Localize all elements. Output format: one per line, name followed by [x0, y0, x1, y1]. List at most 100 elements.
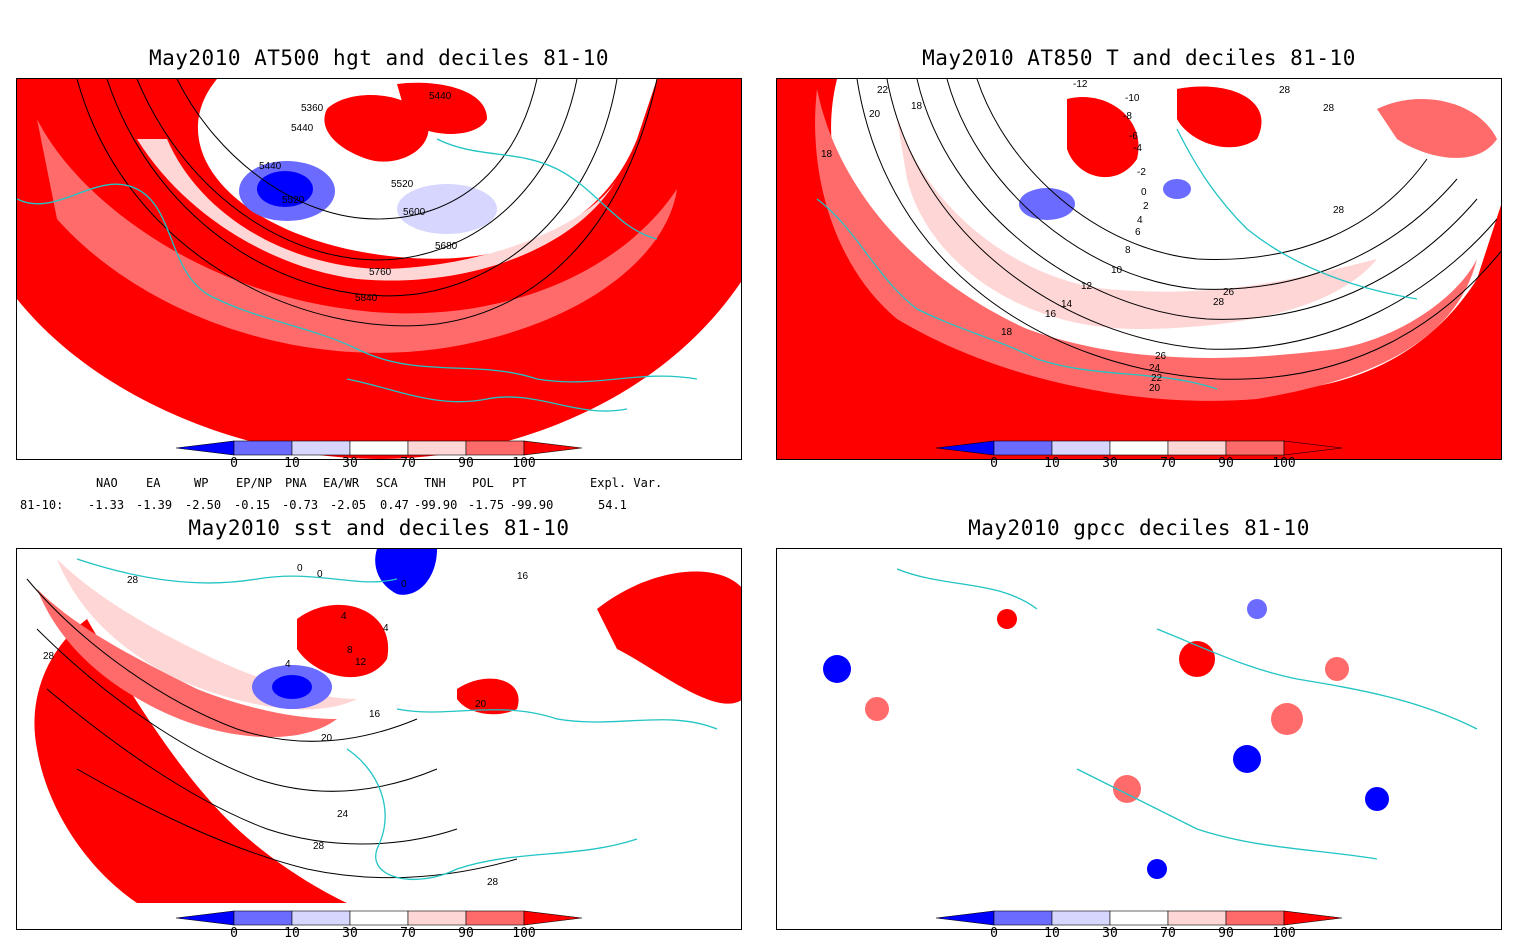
contour-label: 22 — [877, 85, 889, 96]
contour-label: 5440 — [291, 123, 314, 134]
colorbar-segment — [233, 440, 293, 456]
index-value: -2.05 — [330, 498, 367, 512]
contour-label: 5520 — [391, 179, 414, 190]
contour-label: 18 — [821, 149, 833, 160]
contour-label: 5840 — [355, 293, 378, 304]
contour-label: -4 — [1133, 143, 1142, 154]
colorbar-tick: 30 — [1102, 926, 1118, 941]
contour-label: 28 — [1323, 103, 1335, 114]
contour-label: 16 — [1045, 309, 1057, 320]
contour-label: 5600 — [403, 207, 426, 218]
coastlines — [816, 128, 1418, 390]
colorbar-tick: 30 — [342, 926, 358, 941]
contour-label: -6 — [1129, 131, 1138, 142]
index-name: Expl. Var. — [590, 476, 663, 490]
colorbar-tick: 10 — [284, 456, 300, 471]
contour-label: 22 — [1151, 373, 1163, 384]
index-value: 0.47 — [380, 498, 409, 512]
index-name: SCA — [376, 476, 398, 490]
contour-label: 0 — [401, 579, 407, 590]
colorbar-tick: 100 — [512, 926, 536, 941]
coastlines — [76, 558, 718, 881]
contour-label: 26 — [1155, 351, 1167, 362]
index-row-label: 81-10: — [20, 498, 64, 512]
colorbar-tick: 90 — [1218, 926, 1234, 941]
colorbar-tick: 0 — [990, 456, 998, 471]
index-value: -1.39 — [136, 498, 173, 512]
coastlines — [896, 568, 1478, 860]
contour-labels: 5360 5440 5440 5440 5520 5520 5600 5680 … — [259, 91, 458, 304]
colorbar-segment — [993, 910, 1053, 926]
contour-label: 20 — [321, 733, 333, 744]
contour-label: 18 — [911, 101, 923, 112]
map-panel-gpcc — [776, 548, 1502, 930]
colorbar-segment — [1051, 910, 1111, 926]
colorbar-t850: 0 10 30 70 90 100 — [932, 440, 1372, 480]
colorbar-segment — [993, 440, 1053, 456]
panel-title-gpcc: May2010 gpcc deciles 81-10 — [968, 516, 1310, 540]
colorbar-tick: 100 — [1272, 456, 1296, 471]
contour-label: 6 — [1135, 227, 1141, 238]
contour-label: 2 — [1143, 201, 1149, 212]
contour-label: 12 — [1081, 281, 1093, 292]
colorbar-tick: 100 — [1272, 926, 1296, 941]
colorbar-segment — [407, 440, 467, 456]
panel-title-hgt500: May2010 AT500 hgt and deciles 81-10 — [148, 46, 609, 70]
contour-label: 16 — [369, 709, 381, 720]
contour-label: 12 — [355, 657, 367, 668]
colorbar-tick: 90 — [1218, 456, 1234, 471]
decile-shading — [777, 79, 1501, 459]
colorbar-segment — [1167, 910, 1227, 926]
panel-title-sst: May2010 sst and deciles 81-10 — [188, 516, 570, 540]
colorbar-tick: 70 — [400, 926, 416, 941]
index-value: 54.1 — [598, 498, 627, 512]
contour-label: 24 — [337, 809, 349, 820]
index-name: EA — [146, 476, 161, 490]
colorbar-segment — [407, 910, 467, 926]
contour-label: 0 — [317, 569, 323, 580]
contour-label: 18 — [1001, 327, 1013, 338]
colorbar-tick: 10 — [1044, 456, 1060, 471]
contour-label: 28 — [1333, 205, 1345, 216]
colorbar-segment — [349, 910, 409, 926]
index-name: EP/NP — [236, 476, 273, 490]
index-name: NAO — [96, 476, 118, 490]
contour-label: 28 — [43, 651, 55, 662]
contour-label: 28 — [487, 877, 499, 888]
map-t850: -12 -10 -8 -6 -4 -2 0 2 4 6 8 10 12 14 1… — [777, 79, 1501, 459]
sst-contours — [26, 578, 518, 879]
index-value: -1.75 — [468, 498, 505, 512]
colorbar-tick: 30 — [342, 456, 358, 471]
index-value: -0.15 — [234, 498, 271, 512]
contour-label: -12 — [1073, 79, 1088, 90]
colorbar-segment — [291, 910, 351, 926]
colorbar-segment — [1283, 440, 1343, 456]
colorbar-tick: 100 — [512, 456, 536, 471]
colorbar-segment — [523, 440, 583, 456]
index-value: -0.73 — [282, 498, 319, 512]
contour-label: 5680 — [435, 241, 458, 252]
contour-label: 20 — [869, 109, 881, 120]
contour-label: 24 — [1149, 363, 1161, 374]
map-sst: 0 0 0 4 4 4 8 12 16 16 20 20 24 28 28 28… — [17, 549, 741, 903]
colorbar-tick: 90 — [458, 456, 474, 471]
colorbar-segment — [465, 440, 525, 456]
contour-label: 0 — [1141, 187, 1147, 198]
colorbar-segment — [1283, 910, 1343, 926]
colorbar-segment — [233, 910, 293, 926]
contour-label: -8 — [1123, 111, 1132, 122]
colorbar-tick: 0 — [230, 926, 238, 941]
index-value: -99.90 — [510, 498, 554, 512]
contour-label: 28 — [313, 841, 325, 852]
contour-label: 4 — [1137, 215, 1143, 226]
decile-shading — [777, 549, 1501, 903]
panel-title-t850: May2010 AT850 T and deciles 81-10 — [922, 46, 1356, 70]
colorbar-hgt500: 0 10 30 70 90 100 — [172, 440, 612, 480]
contour-label: 28 — [127, 575, 139, 586]
contour-label: 20 — [475, 699, 487, 710]
colorbar-tick: 70 — [1160, 456, 1176, 471]
index-name: EA/WR — [323, 476, 360, 490]
colorbar-segment — [935, 440, 995, 456]
colorbar-segment — [175, 910, 235, 926]
colorbar-segment — [1109, 440, 1169, 456]
